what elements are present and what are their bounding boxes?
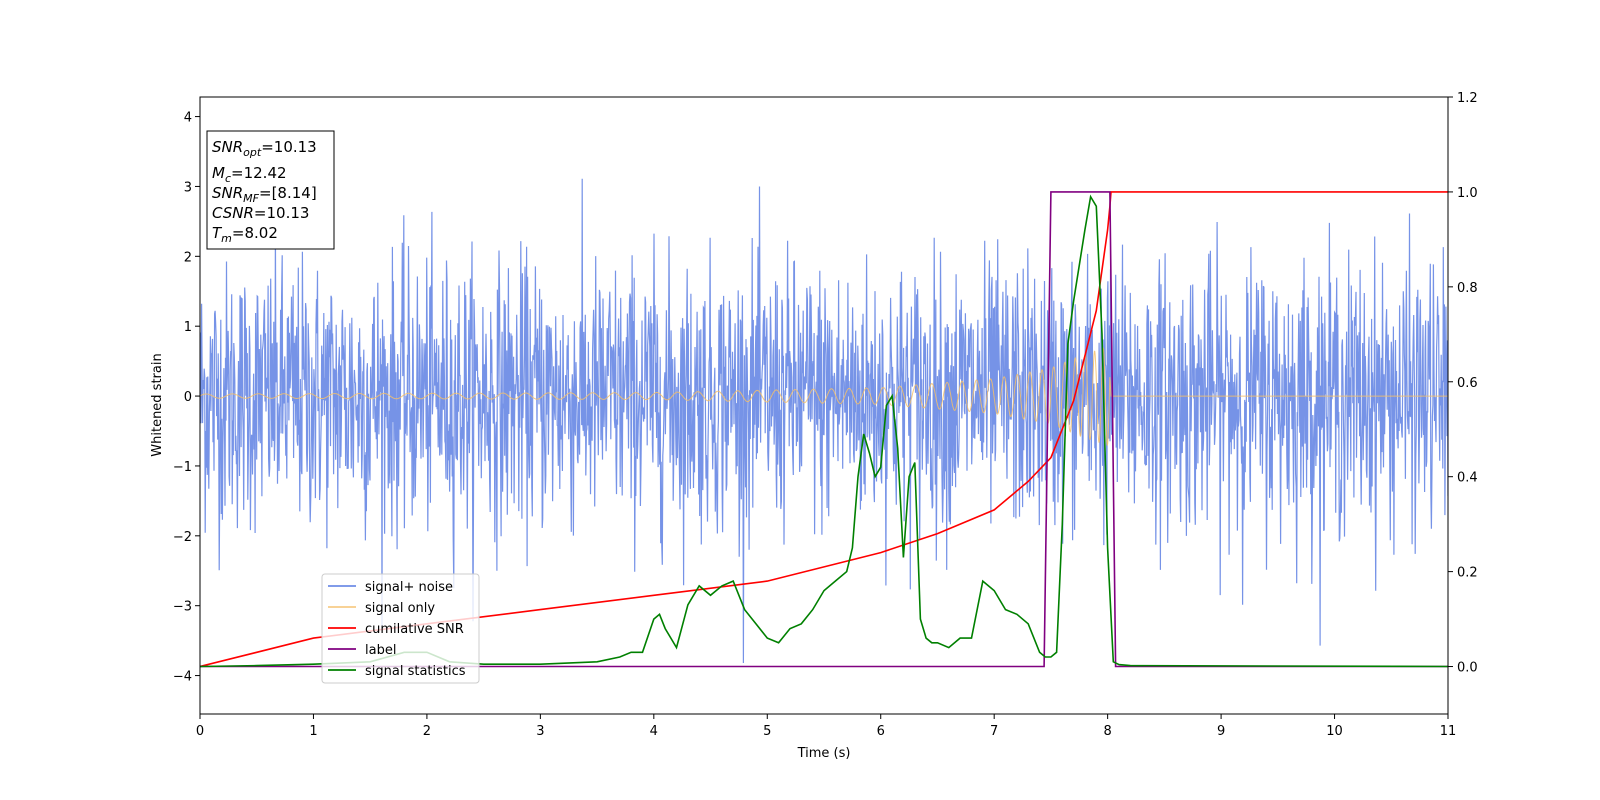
x-tick-label: 0 [196,724,204,739]
legend-label: signal only [365,601,435,616]
y2-tick-label: 0.4 [1457,471,1478,486]
info-box-frame [206,130,335,250]
x-tick-label: 4 [650,724,658,739]
legend-label: signal+ noise [365,580,453,595]
x-tick-label: 5 [763,724,771,739]
series-signal-statistics-line [200,194,1448,668]
x-tick-label: 11 [1440,724,1457,739]
info-line-tm: Tm=8.02 [212,224,278,245]
y-tick-label: −3 [173,600,192,615]
legend-frame [321,573,480,684]
x-tick-label: 2 [423,724,431,739]
x-tick-label: 6 [877,724,885,739]
y-tick-label: −4 [173,670,192,685]
y-tick-label: 1 [184,320,192,335]
plot-area [200,178,1448,668]
axes: 0 1 2 3 4 5 6 7 8 9 10 1143210−1−2−3−41.21.00.80.60… [173,91,1478,739]
y-tick-label: −1 [173,460,192,475]
x-axis-label: Time (s) [797,746,851,761]
x-tick-label: 10 [1326,724,1343,739]
info-line-csnr: CSNR=10.13 [212,204,309,222]
x-tick-label: 9 [1217,724,1225,739]
legend-label: cumilative SNR [365,622,464,637]
y2-tick-label: 1.2 [1457,91,1478,106]
series-cumulative-snr-line [200,191,1448,668]
y-axis-label: Whitened strain [150,353,165,456]
y2-tick-label: 1.0 [1457,186,1478,201]
x-tick-label: 8 [1103,724,1111,739]
y2-tick-label: 0.8 [1457,281,1478,296]
info-line-snr-opt: SNRopt=10.13 [212,138,317,159]
series-signal-only-line [200,346,1448,446]
series-signal-noise-line [200,178,1448,664]
info-box: SNRopt=10.13 Mc=12.42 SNRMF=[8.14] CSNR=… [206,130,335,250]
x-tick-label: 3 [536,724,544,739]
legend-label: signal statistics [365,664,466,679]
y-tick-label: 3 [184,180,192,195]
x-tick-label: 7 [990,724,998,739]
legend-label: label [365,643,396,658]
x-tick-label: 1 [309,724,317,739]
y2-tick-label: 0.6 [1457,376,1478,391]
y-tick-label: 0 [184,390,192,405]
y2-tick-label: 0.2 [1457,566,1478,581]
info-line-mc: Mc=12.42 [212,164,287,185]
axes-frame [199,96,1449,715]
legend: signal+ noise signal only cumilative SNR la… [321,573,480,684]
y-tick-label: 2 [184,250,192,265]
info-line-snr-mf: SNRMF=[8.14] [212,184,317,205]
y-tick-label: 4 [184,111,192,126]
y2-tick-label: 0.0 [1457,661,1478,676]
y-tick-label: −2 [173,530,192,545]
